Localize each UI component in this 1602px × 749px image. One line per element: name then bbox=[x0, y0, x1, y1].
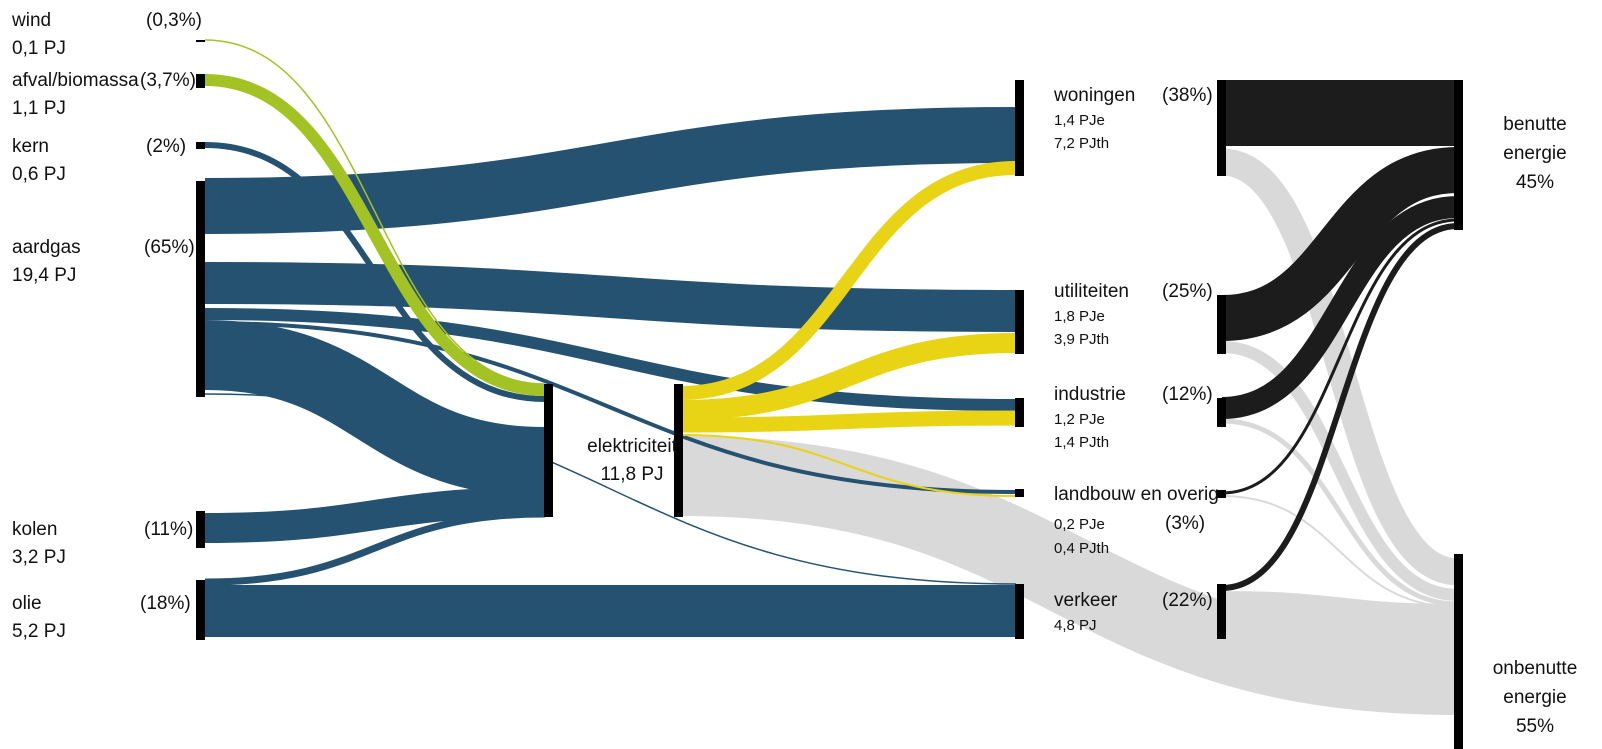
source-name-afval: afval/biomassa bbox=[12, 70, 139, 91]
node-bar-aardgas bbox=[196, 181, 205, 397]
sector-pct-industrie: (12%) bbox=[1162, 384, 1213, 405]
source-name-aardgas: aardgas bbox=[12, 237, 81, 258]
node-bar-industrie bbox=[1015, 398, 1024, 427]
flow-aardgas-to-elektriciteit bbox=[204, 320, 546, 497]
outcome-onbenutte-line-1: onbenutte bbox=[1493, 658, 1578, 679]
flow-olie-to-elektriciteit bbox=[204, 510, 546, 586]
sector-name-landbouw: landbouw en overig bbox=[1054, 484, 1219, 505]
outcome-onbenutte-line-3: 55% bbox=[1516, 716, 1554, 737]
sector-pct-utiliteiten: (25%) bbox=[1162, 281, 1213, 302]
source-name-kolen: kolen bbox=[12, 519, 57, 540]
sector-line-verkeer-1: 4,8 PJ bbox=[1054, 617, 1097, 634]
node-bar-landbouw-out bbox=[1217, 490, 1226, 498]
sector-line-woningen-1: 1,4 PJe bbox=[1054, 112, 1105, 129]
flow-landbouw-to-onbenutte bbox=[1221, 495, 1459, 608]
source-pct-afval: (3,7%) bbox=[140, 70, 196, 91]
source-pct-wind: (0,3%) bbox=[146, 10, 202, 31]
sector-name-woningen: woningen bbox=[1053, 85, 1135, 106]
node-bar-landbouw bbox=[1015, 489, 1024, 497]
node-bar-olie bbox=[196, 580, 205, 640]
node-bar-woningen bbox=[1015, 80, 1024, 176]
node-bar-kern bbox=[196, 142, 205, 149]
sector-line-industrie-2: 1,4 PJth bbox=[1054, 434, 1109, 451]
node-bar-utiliteiten bbox=[1015, 290, 1024, 354]
node-bar-elektriciteit-in bbox=[544, 384, 553, 517]
node-bar-verkeer bbox=[1015, 584, 1024, 639]
flow-aardgas-to-utiliteiten bbox=[204, 262, 1017, 332]
electricity-name: elektriciteit bbox=[587, 436, 677, 457]
flow-elektriciteit-to-industrie bbox=[679, 410, 1017, 433]
source-pct-kern: (2%) bbox=[146, 136, 186, 157]
outcome-onbenutte-line-2: energie bbox=[1503, 687, 1566, 708]
flow-kolen-to-elektriciteit bbox=[204, 487, 546, 543]
flow-elektriciteit-to-utiliteiten bbox=[679, 333, 1017, 420]
flow-industrie-to-onbenutte bbox=[1221, 418, 1459, 607]
node-bar-benutte bbox=[1454, 80, 1463, 230]
node-bar-woningen-out bbox=[1217, 80, 1226, 176]
source-value-wind: 0,1 PJ bbox=[12, 38, 66, 59]
flow-aardgas-to-landbouw bbox=[204, 321, 1017, 494]
flow-utiliteiten-to-benutte bbox=[1220, 147, 1460, 341]
source-value-kolen: 3,2 PJ bbox=[12, 547, 66, 568]
source-pct-kolen: (11%) bbox=[144, 519, 193, 540]
node-bar-verkeer-out bbox=[1217, 584, 1226, 639]
node-bar-elektriciteit-out bbox=[674, 384, 683, 517]
electricity-label: elektriciteit 11,8 PJ bbox=[587, 436, 677, 485]
source-value-kern: 0,6 PJ bbox=[12, 164, 66, 185]
node-bar-onbenutte bbox=[1454, 554, 1463, 749]
node-bar-afval bbox=[196, 74, 205, 88]
flow-elektriciteit-to-woningen bbox=[679, 161, 1017, 400]
nodes-layer bbox=[196, 40, 1463, 749]
source-pct-olie: (18%) bbox=[140, 593, 191, 614]
sector-line-landbouw-1: 0,2 PJe bbox=[1054, 516, 1105, 533]
sector-labels: woningen (38%) 1,4 PJe 7,2 PJth utilitei… bbox=[1053, 85, 1219, 634]
source-labels: wind (0,3%) 0,1 PJ afval/biomassa (3,7%)… bbox=[11, 10, 202, 642]
flow-verkeer-to-benutte bbox=[1221, 223, 1459, 591]
flow-verkeer-to-onbenutte bbox=[1221, 591, 1459, 648]
outcome-benutte-line-3: 45% bbox=[1516, 172, 1554, 193]
sector-pct-woningen: (38%) bbox=[1162, 85, 1213, 106]
sector-name-utiliteiten: utiliteiten bbox=[1054, 281, 1129, 302]
flow-afval-to-elektriciteit bbox=[204, 74, 546, 396]
sector-line-landbouw-2: 0,4 PJth bbox=[1054, 540, 1109, 557]
flow-wind-to-elektriciteit bbox=[204, 39, 546, 385]
flow-aardgas-to-verkeer bbox=[204, 393, 1017, 585]
flow-woningen-to-onbenutte bbox=[1220, 148, 1460, 586]
sector-name-industrie: industrie bbox=[1054, 384, 1126, 405]
outcome-benutte-line-1: benutte bbox=[1503, 114, 1566, 135]
source-value-afval: 1,1 PJ bbox=[12, 98, 66, 119]
node-bar-utiliteiten-out bbox=[1217, 295, 1226, 354]
flow-industrie-to-benutte bbox=[1221, 196, 1459, 419]
sector-line-woningen-2: 7,2 PJth bbox=[1054, 135, 1109, 152]
sector-pct-verkeer: (22%) bbox=[1162, 590, 1213, 611]
source-name-wind: wind bbox=[11, 10, 51, 31]
sector-line-utiliteiten-2: 3,9 PJth bbox=[1054, 331, 1109, 348]
source-value-aardgas: 19,4 PJ bbox=[12, 265, 76, 286]
flow-kern-to-elektriciteit bbox=[204, 142, 546, 402]
sector-line-utiliteiten-1: 1,8 PJe bbox=[1054, 308, 1105, 325]
sector-line-industrie-1: 1,2 PJe bbox=[1054, 411, 1105, 428]
source-value-olie: 5,2 PJ bbox=[12, 621, 66, 642]
source-pct-aardgas: (65%) bbox=[144, 237, 195, 258]
flow-elektriciteit-to-landbouw bbox=[679, 434, 1017, 497]
outcome-benutte-line-2: energie bbox=[1503, 143, 1566, 164]
sector-name-verkeer: verkeer bbox=[1054, 590, 1118, 611]
node-bar-wind bbox=[196, 40, 205, 42]
sector-pct-landbouw: (3%) bbox=[1165, 513, 1205, 534]
electricity-value: 11,8 PJ bbox=[600, 464, 663, 485]
flow-landbouw-to-benutte bbox=[1221, 218, 1459, 495]
flow-aardgas-to-industrie bbox=[204, 308, 1017, 411]
node-bar-kolen bbox=[196, 511, 205, 548]
source-name-kern: kern bbox=[12, 136, 49, 157]
source-name-olie: olie bbox=[12, 593, 42, 614]
flow-utiliteiten-to-onbenutte bbox=[1221, 341, 1459, 601]
node-bar-industrie-out bbox=[1217, 398, 1226, 427]
outcome-labels: benutte energie 45% onbenutte energie 55… bbox=[1493, 114, 1578, 737]
flows-layer bbox=[204, 39, 1460, 715]
flow-elektriciteit-to-onbenutte bbox=[679, 436, 1459, 715]
